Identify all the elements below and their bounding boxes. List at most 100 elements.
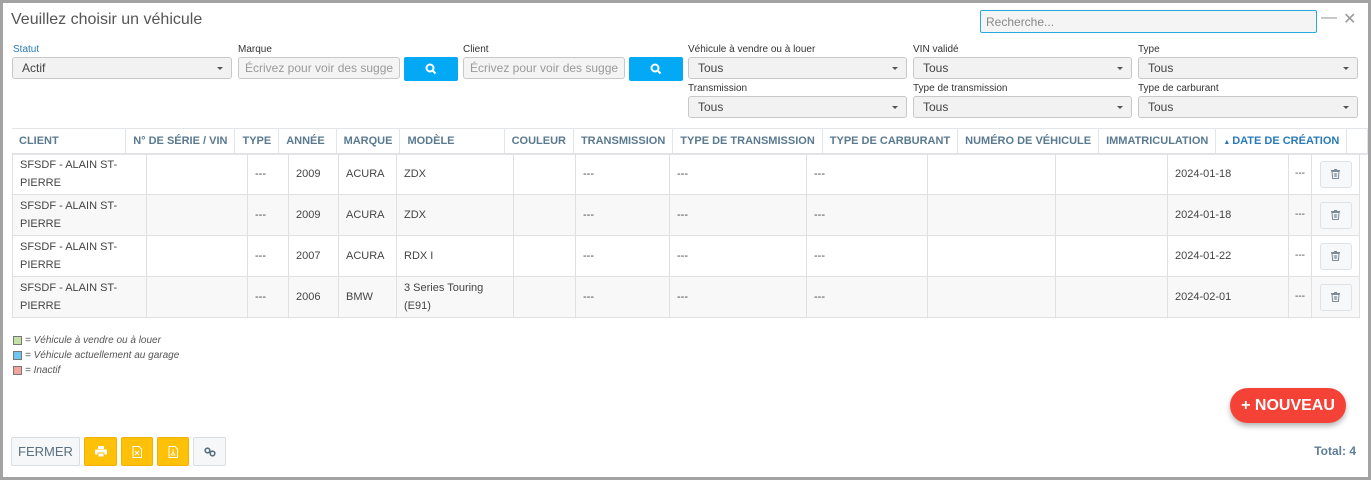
- trash-icon: [1331, 292, 1340, 302]
- close-button[interactable]: FERMER: [11, 437, 80, 466]
- print-icon: [94, 446, 107, 457]
- statut-label: Statut: [13, 44, 40, 55]
- cell-immatriculation: [1055, 153, 1168, 195]
- trash-icon: [1331, 210, 1340, 220]
- client-input[interactable]: [463, 57, 625, 79]
- link-button[interactable]: [193, 437, 226, 466]
- sort-asc-icon: ▲: [1223, 138, 1233, 146]
- cell-modele: 3 Series Touring (E91): [396, 276, 514, 318]
- cell-date: 2024-02-01: [1167, 276, 1289, 318]
- cell-vin: [146, 235, 248, 277]
- cell-actions: [1311, 276, 1360, 318]
- column-header-type-transmission[interactable]: TYPE DE TRANSMISSION: [672, 128, 823, 155]
- cell-modele: RDX I: [396, 235, 514, 277]
- marque-label: Marque: [238, 44, 272, 55]
- cell-marque: ACURA: [338, 194, 397, 236]
- table-row[interactable]: SFSDF - ALAIN ST-PIERRE --- 2009 ACURA ZDX --…: [12, 194, 1360, 236]
- pdf-file-icon: [168, 445, 178, 458]
- search-icon: [650, 63, 662, 75]
- column-header-numero[interactable]: NUMÉRO DE VÉHICULE: [957, 128, 1100, 155]
- cell-extra: ---: [1288, 276, 1312, 318]
- legend-item: = Véhicule actuellement au garage: [13, 350, 179, 361]
- transmission-label: Transmission: [688, 83, 748, 94]
- type-transmission-select[interactable]: Tous: [913, 96, 1132, 118]
- cell-type-transmission: ---: [669, 153, 807, 195]
- vin-valide-select[interactable]: Tous: [913, 57, 1132, 79]
- marque-input[interactable]: [238, 57, 400, 79]
- table-row[interactable]: SFSDF - ALAIN ST-PIERRE --- 2006 BMW 3 Serie…: [12, 276, 1360, 318]
- delete-button[interactable]: [1319, 160, 1352, 188]
- column-header-couleur[interactable]: COULEUR: [504, 128, 574, 155]
- column-header-date-creation[interactable]: ▲ DATE DE CRÉATION: [1215, 128, 1348, 155]
- vendre-louer-select[interactable]: Tous: [688, 57, 907, 79]
- cell-extra: ---: [1288, 235, 1312, 277]
- search-input[interactable]: [980, 10, 1317, 33]
- cell-type-carburant: ---: [806, 194, 928, 236]
- column-header-vin[interactable]: N° DE SÉRIE / VIN: [125, 128, 236, 155]
- export-excel-button[interactable]: [121, 437, 153, 466]
- cell-couleur: [513, 153, 576, 195]
- delete-button[interactable]: [1319, 201, 1352, 229]
- total-count: Total: 4: [1314, 444, 1356, 458]
- minimize-icon[interactable]: —: [1321, 9, 1337, 26]
- link-icon: [203, 446, 216, 457]
- cell-transmission: ---: [575, 153, 670, 195]
- column-header-type-carburant[interactable]: TYPE DE CARBURANT: [822, 128, 959, 155]
- cell-type-transmission: ---: [669, 276, 807, 318]
- delete-button[interactable]: [1319, 283, 1352, 311]
- cell-type: ---: [247, 276, 289, 318]
- cell-extra: ---: [1288, 153, 1312, 195]
- legend-item: = Véhicule à vendre ou à louer: [13, 335, 161, 346]
- legend-text: = Inactif: [25, 365, 61, 376]
- marque-search-button[interactable]: [404, 57, 458, 81]
- cell-modele: ZDX: [396, 194, 514, 236]
- column-header-transmission[interactable]: TRANSMISSION: [573, 128, 674, 155]
- trash-icon: [1331, 169, 1340, 179]
- type-select[interactable]: Tous: [1138, 57, 1358, 79]
- table-row[interactable]: SFSDF - ALAIN ST-PIERRE --- 2007 ACURA RDX I…: [12, 235, 1360, 277]
- cell-marque: ACURA: [338, 235, 397, 277]
- legend-item: = Inactif: [13, 365, 60, 376]
- legend-text: = Véhicule actuellement au garage: [25, 350, 180, 361]
- cell-immatriculation: [1055, 276, 1168, 318]
- table-header: CLIENT N° DE SÉRIE / VIN TYPE ANNÉE MARQ…: [12, 128, 1368, 155]
- column-header-immatriculation[interactable]: IMMATRICULATION: [1098, 128, 1217, 155]
- cell-date: 2024-01-18: [1167, 153, 1289, 195]
- excel-file-icon: [132, 445, 142, 458]
- table-row[interactable]: SFSDF - ALAIN ST-PIERRE --- 2009 ACURA ZDX --…: [12, 153, 1360, 195]
- vehicle-table: SFSDF - ALAIN ST-PIERRE --- 2009 ACURA ZDX --…: [12, 153, 1360, 318]
- cell-numero: [927, 276, 1056, 318]
- cell-type-transmission: ---: [669, 194, 807, 236]
- column-header-annee[interactable]: ANNÉE: [278, 128, 337, 155]
- type-carburant-select[interactable]: Tous: [1138, 96, 1358, 118]
- cell-numero: [927, 235, 1056, 277]
- cell-type-carburant: ---: [806, 235, 928, 277]
- cell-modele: ZDX: [396, 153, 514, 195]
- column-header-type[interactable]: TYPE: [234, 128, 280, 155]
- search-icon: [425, 63, 437, 75]
- legend-swatch: [13, 336, 22, 345]
- cell-extra: ---: [1288, 194, 1312, 236]
- cell-actions: [1311, 194, 1360, 236]
- close-icon[interactable]: ✕: [1343, 11, 1357, 28]
- cell-annee: 2009: [288, 194, 339, 236]
- cell-client: SFSDF - ALAIN ST-PIERRE: [12, 153, 147, 195]
- column-header-client[interactable]: CLIENT: [12, 128, 127, 155]
- client-label: Client: [463, 44, 489, 55]
- export-pdf-button[interactable]: [157, 437, 189, 466]
- delete-button[interactable]: [1319, 242, 1352, 270]
- cell-annee: 2009: [288, 153, 339, 195]
- column-header-marque[interactable]: MARQUE: [336, 128, 401, 155]
- column-header-modele[interactable]: MODÈLE: [399, 128, 505, 155]
- type-label: Type: [1138, 44, 1160, 55]
- transmission-select[interactable]: Tous: [688, 96, 907, 118]
- new-vehicle-button[interactable]: + NOUVEAU: [1230, 388, 1346, 423]
- print-button[interactable]: [84, 437, 117, 466]
- type-carburant-label: Type de carburant: [1138, 83, 1219, 94]
- legend-text: = Véhicule à vendre ou à louer: [25, 335, 161, 346]
- client-search-button[interactable]: [629, 57, 683, 81]
- statut-select[interactable]: Actif: [12, 57, 232, 79]
- cell-marque: ACURA: [338, 153, 397, 195]
- cell-immatriculation: [1055, 194, 1168, 236]
- cell-type-carburant: ---: [806, 153, 928, 195]
